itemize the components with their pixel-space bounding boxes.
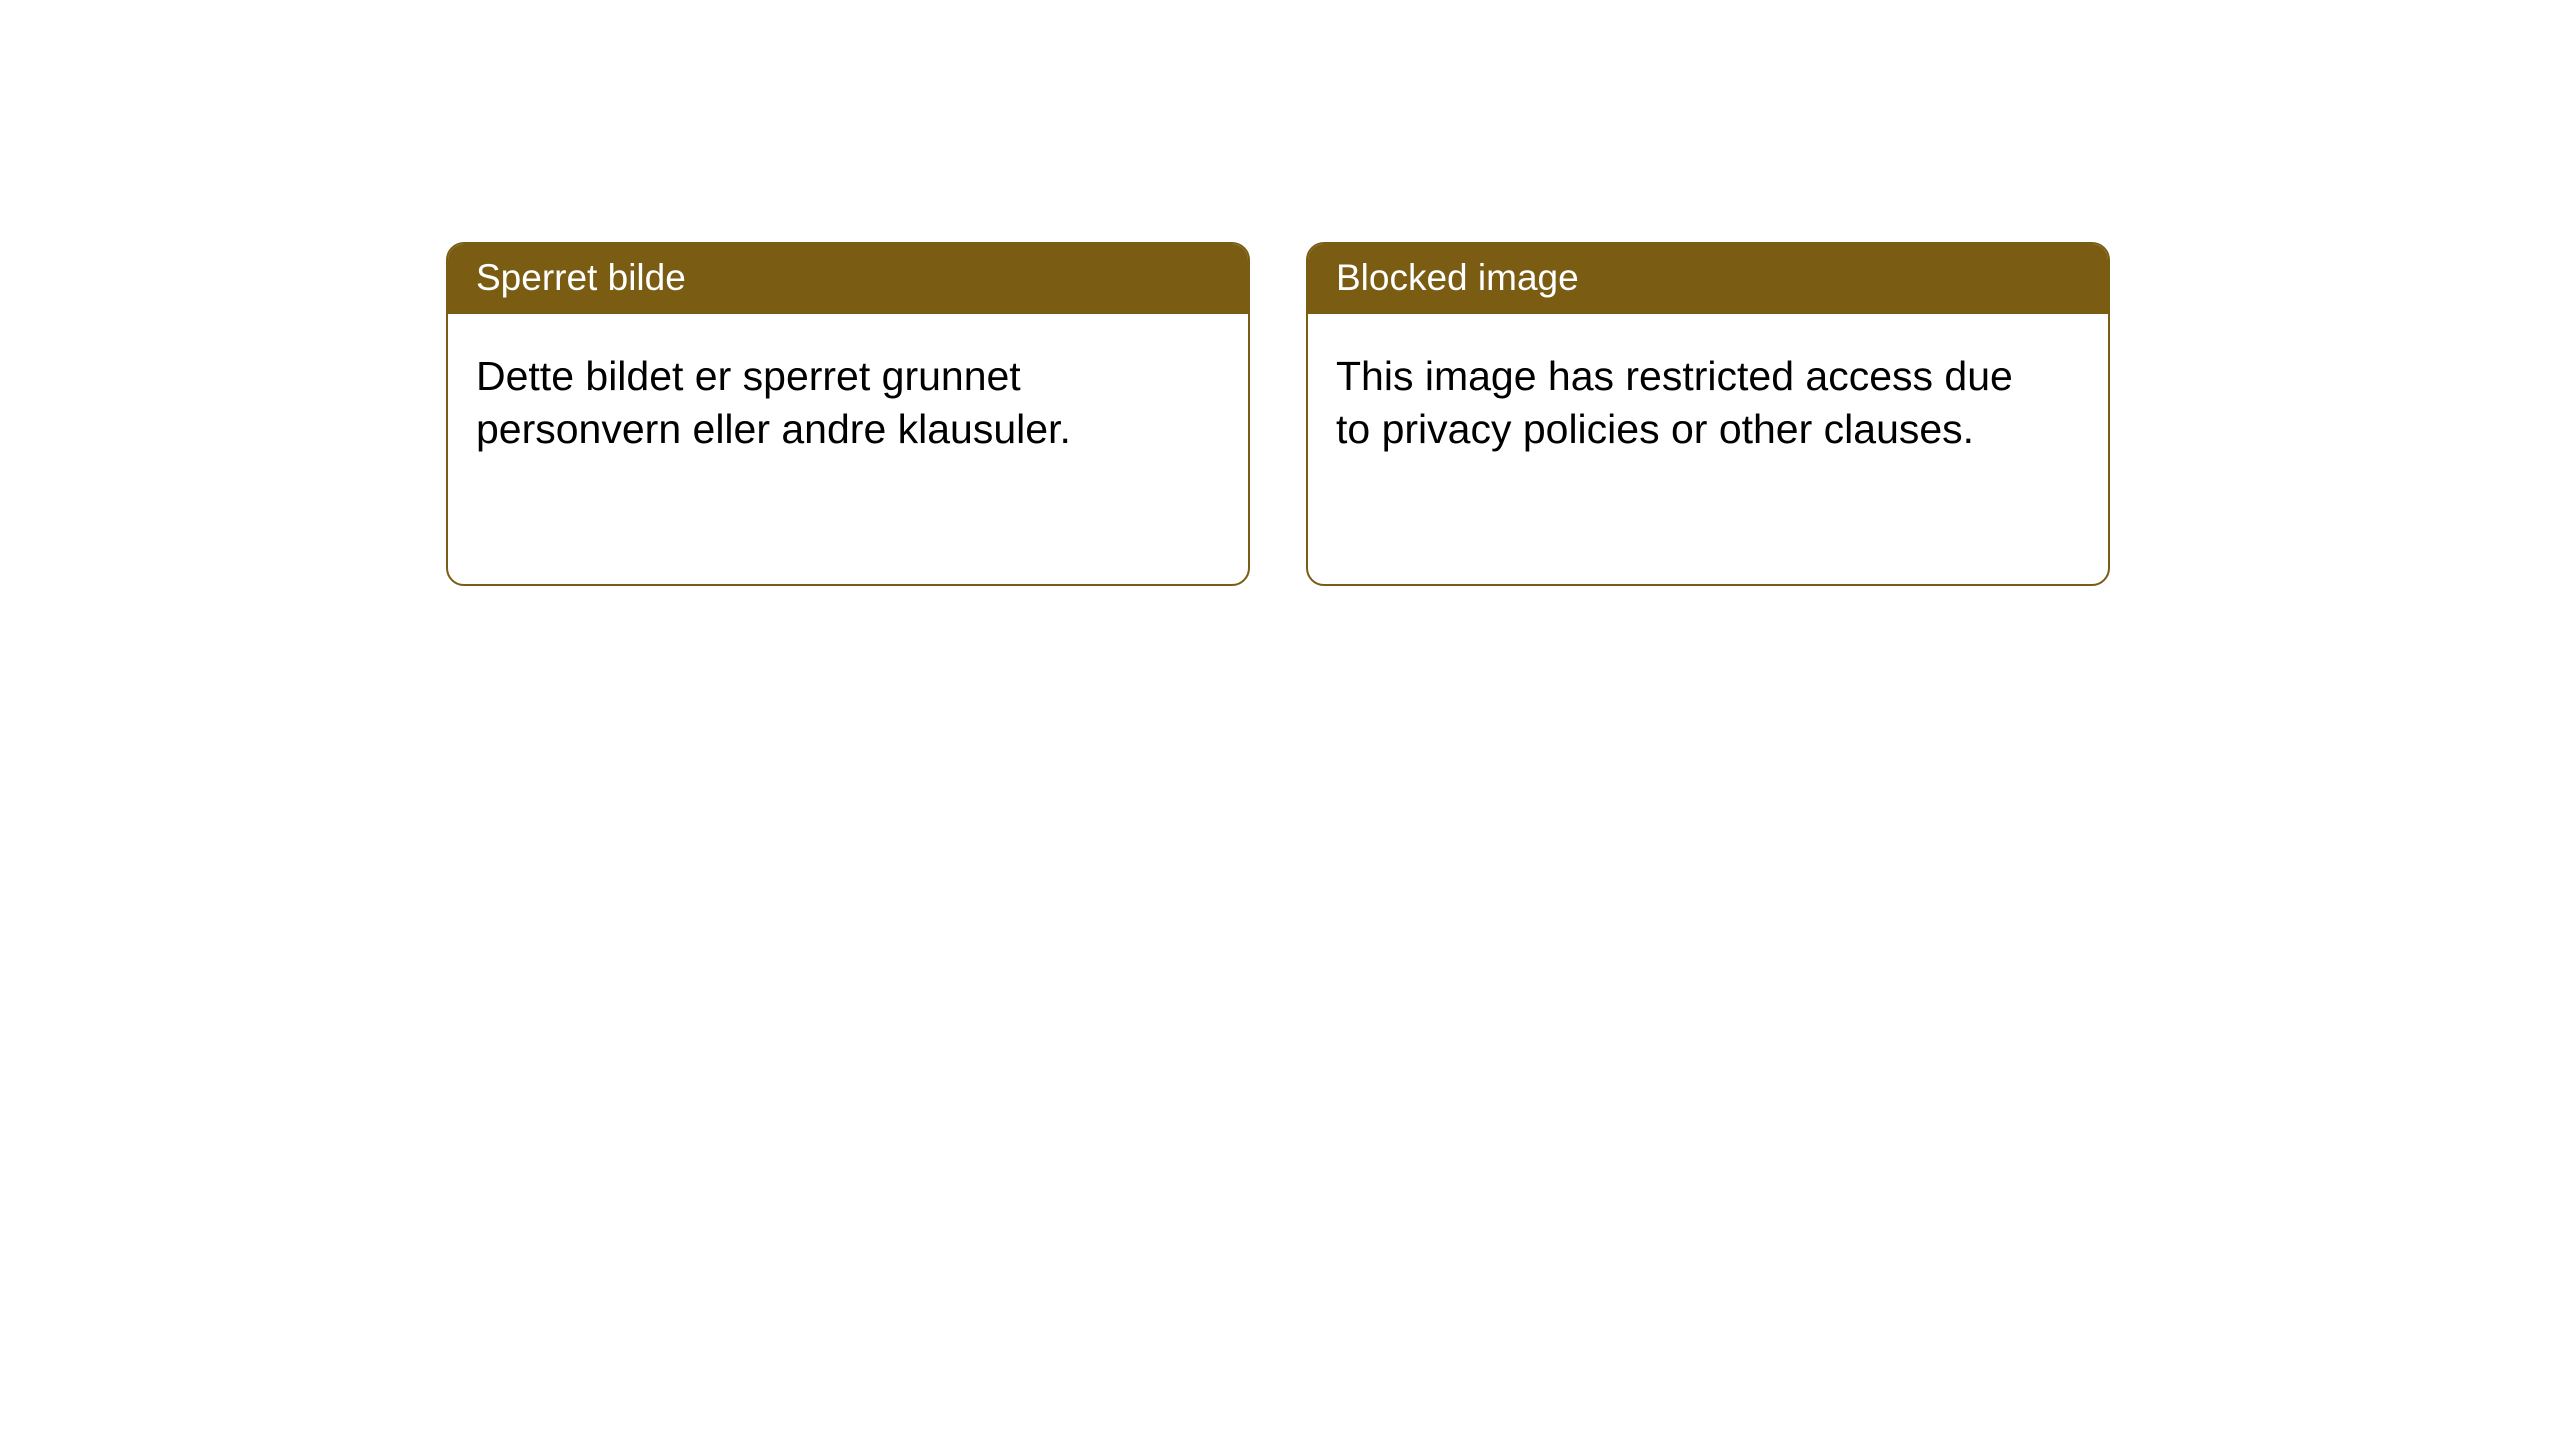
notice-message-english: This image has restricted access due to … bbox=[1336, 350, 2036, 455]
notice-card-english: Blocked image This image has restricted … bbox=[1306, 242, 2110, 586]
notice-body-norwegian: Dette bildet er sperret grunnet personve… bbox=[448, 314, 1248, 584]
notice-body-english: This image has restricted access due to … bbox=[1308, 314, 2108, 584]
notice-title-norwegian: Sperret bilde bbox=[448, 244, 1248, 314]
notice-container: Sperret bilde Dette bildet er sperret gr… bbox=[446, 242, 2110, 586]
notice-card-norwegian: Sperret bilde Dette bildet er sperret gr… bbox=[446, 242, 1250, 586]
notice-title-english: Blocked image bbox=[1308, 244, 2108, 314]
notice-message-norwegian: Dette bildet er sperret grunnet personve… bbox=[476, 350, 1176, 455]
